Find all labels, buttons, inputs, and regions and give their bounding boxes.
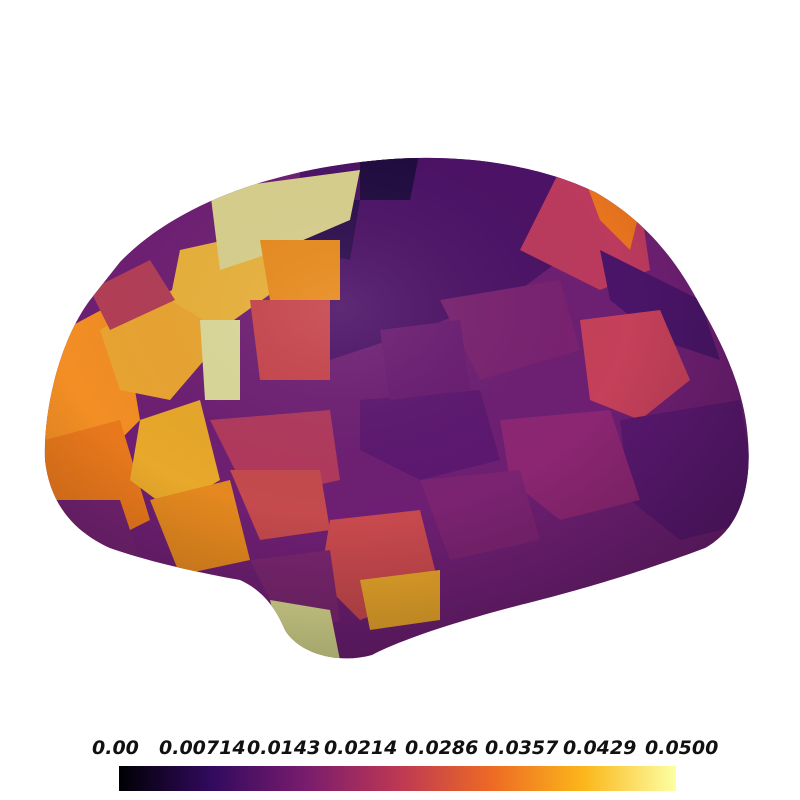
- colorbar-legend: 0.00 0.00714 0.0143 0.0214 0.0286 0.0357…: [0, 735, 800, 795]
- colorbar-tick-label: 0.0357: [485, 737, 559, 759]
- colorbar-tick-label: 0.0143: [247, 737, 321, 759]
- colorbar-tick-label: 0.00: [92, 737, 139, 759]
- colorbar-tick-label: 0.0429: [563, 737, 637, 759]
- colorbar-tick-label: 0.00714: [159, 737, 246, 759]
- colorbar-tick-label: 0.0286: [405, 737, 479, 759]
- colorbar-gradient: [119, 766, 676, 791]
- colorbar-tick-label: 0.0500: [645, 737, 719, 759]
- colorbar-tick-label: 0.0214: [324, 737, 398, 759]
- surface-shading: [44, 157, 749, 659]
